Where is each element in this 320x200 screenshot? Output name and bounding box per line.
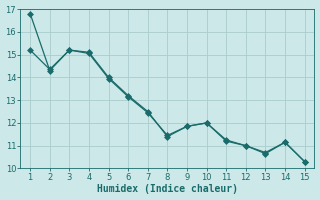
X-axis label: Humidex (Indice chaleur): Humidex (Indice chaleur) xyxy=(97,184,238,194)
